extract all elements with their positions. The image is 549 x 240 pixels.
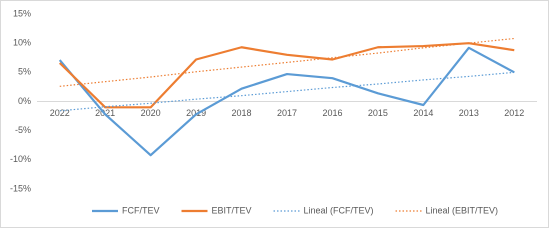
y-tick-label: 0% xyxy=(18,96,31,106)
legend-label: Lineal (EBIT/TEV) xyxy=(426,205,499,215)
legend-label: EBIT/TEV xyxy=(212,205,252,215)
y-tick-label: 15% xyxy=(13,8,31,18)
trend-line xyxy=(59,71,515,112)
series-line xyxy=(58,42,515,109)
x-tick-label: 2019 xyxy=(186,108,206,118)
x-tick-label: 2012 xyxy=(504,108,524,118)
x-tick-label: 2014 xyxy=(413,108,433,118)
series-line xyxy=(58,46,515,157)
x-tick-label: 2016 xyxy=(322,108,342,118)
x-tick-label: 2015 xyxy=(368,108,388,118)
legend-label: FCF/TEV xyxy=(122,205,160,215)
y-tick-label: 10% xyxy=(13,38,31,48)
x-tick-label: 2013 xyxy=(459,108,479,118)
x-tick-label: 2017 xyxy=(277,108,297,118)
chart: -15%-10%-5%0%5%10%15%2022 2021 2020 2019 201… xyxy=(0,0,549,228)
x-tick-label: 2022 xyxy=(50,108,70,118)
x-tick-label: 2018 xyxy=(232,108,252,118)
y-tick-label: -15% xyxy=(10,183,31,193)
y-tick-label: 5% xyxy=(18,67,31,77)
legend-label: Lineal (FCF/TEV) xyxy=(304,205,374,215)
x-tick-label: 2020 xyxy=(141,108,161,118)
trend-line xyxy=(59,37,515,87)
y-tick-label: -5% xyxy=(15,125,31,135)
chart-border xyxy=(0,0,549,228)
y-tick-label: -10% xyxy=(10,154,31,164)
